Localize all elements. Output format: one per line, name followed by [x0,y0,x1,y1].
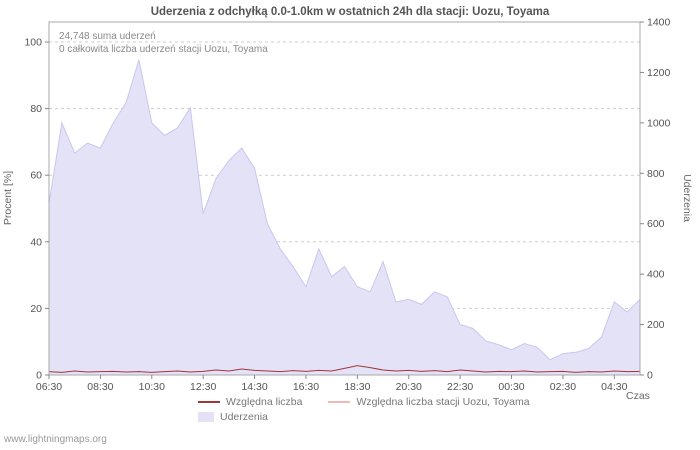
legend-row-lines: Względna liczba Względna liczba stacji U… [198,396,548,408]
svg-text:60: 60 [30,170,42,182]
right-axis-ticks: 0 200 400 600 800 1000 1200 1400 [640,17,671,382]
svg-text:1200: 1200 [647,67,671,79]
legend-label-station-relative: Względna liczba stacji Uozu, Toyama [356,396,530,408]
svg-text:0: 0 [36,370,42,382]
x-axis-label: Czas [626,390,650,402]
svg-text:0: 0 [647,370,653,382]
right-axis-label: Uderzenia [681,174,693,222]
svg-text:40: 40 [30,236,42,248]
svg-text:600: 600 [647,218,665,230]
legend-item-station-relative: Względna liczba stacji Uozu, Toyama [328,396,530,408]
svg-text:00:30: 00:30 [498,381,524,393]
svg-text:18:30: 18:30 [344,381,370,393]
svg-text:10:30: 10:30 [139,381,165,393]
left-axis-ticks: 0 20 40 60 80 100 [24,37,49,382]
svg-text:06:30: 06:30 [36,381,62,393]
legend-row-area: Uderzenia [198,411,548,423]
legend: Względna liczba Względna liczba stacji U… [198,396,548,423]
svg-text:12:30: 12:30 [190,381,216,393]
line-series-2 [48,365,641,373]
svg-text:1400: 1400 [647,17,671,29]
svg-text:400: 400 [647,269,665,281]
svg-text:08:30: 08:30 [87,381,113,393]
svg-text:800: 800 [647,168,665,180]
chart-title: Uderzenia z odchyłką 0.0-1.0km w ostatni… [150,6,550,18]
legend-item-relative: Względna liczba [198,396,302,408]
legend-label-strikes: Uderzenia [220,411,268,423]
svg-text:1000: 1000 [647,117,671,129]
watermark-link[interactable]: www.lightningmaps.org [4,434,107,445]
svg-text:200: 200 [647,319,665,331]
svg-text:80: 80 [30,103,42,115]
annotation-station-total: 0 całkowita liczba uderzeń stacji Uozu, … [59,44,268,55]
svg-text:20: 20 [30,303,42,315]
annotation-sum-strikes: 24,748 suma uderzeń [59,31,156,42]
legend-swatch-relative-line [198,401,220,403]
svg-text:04:30: 04:30 [601,381,627,393]
x-axis-ticks: 06:30 08:30 10:30 12:30 14:30 16:30 18:30 20:30… [36,375,628,393]
svg-text:22:30: 22:30 [447,381,473,393]
area-series-uderzenia [48,59,641,376]
svg-text:20:30: 20:30 [396,381,422,393]
legend-label-relative: Względna liczba [226,396,303,408]
legend-swatch-station-line [328,401,351,403]
svg-text:14:30: 14:30 [241,381,267,393]
svg-text:100: 100 [24,37,42,49]
legend-swatch-strikes-area [198,412,214,422]
plot-frame [48,21,641,376]
legend-item-strikes: Uderzenia [198,411,268,423]
svg-text:16:30: 16:30 [293,381,319,393]
svg-text:02:30: 02:30 [550,381,576,393]
left-axis-label: Procent [%] [2,170,14,226]
